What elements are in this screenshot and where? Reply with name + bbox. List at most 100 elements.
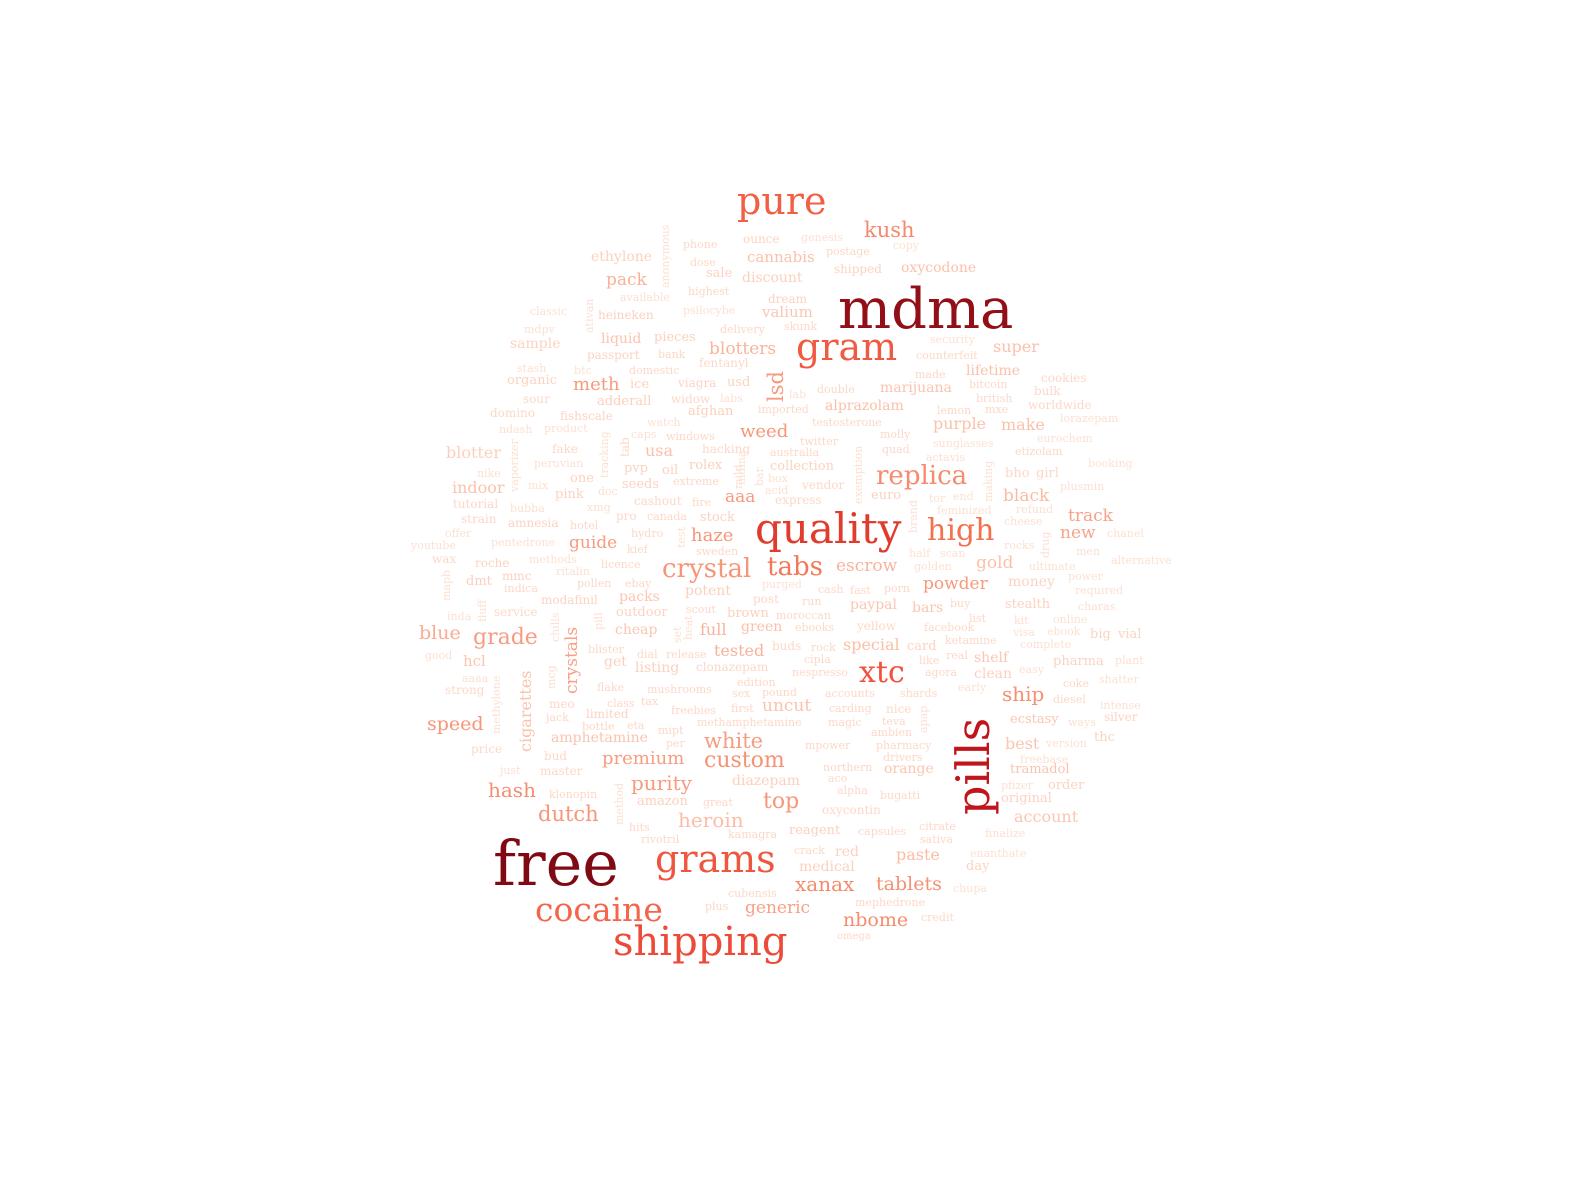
word-drug: drug <box>1039 531 1052 558</box>
word-special: special <box>843 635 900 654</box>
word-vendor: vendor <box>802 478 845 492</box>
word-testosterone: testosterone <box>812 416 882 429</box>
word-inda: inda <box>447 610 472 623</box>
word-moroccan: moroccan <box>776 609 831 622</box>
word-easy: easy <box>1019 663 1044 676</box>
word-ship: ship <box>1002 682 1045 706</box>
word-cookies: cookies <box>1041 371 1087 385</box>
word-ndash: ndash <box>499 423 533 436</box>
word-fake: fake <box>552 442 578 456</box>
word-plusmin: plusmin <box>1060 480 1105 493</box>
word-methamphetamine: methamphetamine <box>697 716 802 729</box>
word-buds: buds <box>772 639 802 653</box>
word-afghan: afghan <box>688 404 734 419</box>
word-pure: pure <box>737 179 827 223</box>
word-cipla: cipla <box>804 653 831 666</box>
word-usd: usd <box>727 375 751 390</box>
word-dmt: dmt <box>466 574 492 589</box>
word-top: top <box>763 789 800 814</box>
word-charas: charas <box>1078 600 1116 613</box>
word-early: early <box>958 681 987 694</box>
word-ambien: ambien <box>871 726 913 739</box>
word-cocaine: cocaine <box>535 890 663 929</box>
word-mpower: mpower <box>805 739 851 752</box>
word-imported: imported <box>758 403 809 416</box>
word-pills: pills <box>946 717 1000 815</box>
word-ebay: ebay <box>625 577 652 590</box>
word-blister: blister <box>588 643 624 656</box>
word-nbome: nbome <box>843 909 909 931</box>
word-price: price <box>471 742 503 756</box>
word-master: master <box>540 764 583 778</box>
word-double: double <box>817 383 855 396</box>
word-red: red <box>835 844 859 860</box>
word-bars: bars <box>912 600 944 616</box>
word-lorazepam: lorazepam <box>1060 412 1119 425</box>
word-making: making <box>982 460 995 502</box>
word-tabs: tabs <box>767 552 823 582</box>
word-mix: mix <box>528 479 549 492</box>
word-dutch: dutch <box>538 802 599 826</box>
word-order: order <box>1048 778 1085 793</box>
word-oxycodone: oxycodone <box>901 260 977 276</box>
word-flake: flake <box>597 681 625 694</box>
word-sale: sale <box>706 266 733 281</box>
word-marijuana: marijuana <box>880 380 952 396</box>
word-skunk: skunk <box>784 320 818 333</box>
word-lifetime: lifetime <box>966 363 1021 379</box>
word-mild: mild <box>732 464 745 489</box>
word-lab: lab <box>789 388 807 401</box>
word-paypal: paypal <box>850 597 898 613</box>
word-lsd: lsd <box>764 371 788 402</box>
word-bho: bho <box>1005 466 1030 481</box>
word-complete: complete <box>1020 638 1072 651</box>
word-blotters: blotters <box>709 339 777 359</box>
word-available: available <box>620 291 670 304</box>
word-licence: licence <box>601 558 641 571</box>
word-men: men <box>1076 545 1101 558</box>
word-pentedrone: pentedrone <box>491 536 556 549</box>
word-express: express <box>775 493 822 507</box>
word-carding: carding <box>829 702 872 715</box>
word-release: release <box>666 648 707 661</box>
word-ativan: ativan <box>583 298 596 333</box>
word-valium: valium <box>762 303 813 321</box>
word-citrate: citrate <box>919 820 956 833</box>
word-premium: premium <box>602 748 685 769</box>
word-xtc: xtc <box>859 655 905 690</box>
word-booking: booking <box>1088 457 1133 470</box>
word-accounts: accounts <box>825 687 875 700</box>
word-speed: speed <box>427 713 484 735</box>
word-guide: guide <box>569 533 618 553</box>
word-mushrooms: mushrooms <box>647 683 712 696</box>
word-silver: silver <box>1104 710 1138 724</box>
word-mephedrone: mephedrone <box>855 896 926 909</box>
word-meth: meth <box>573 374 620 395</box>
word-sweden: sweden <box>696 545 739 558</box>
word-domestic: domestic <box>629 364 680 377</box>
word-pvp: pvp <box>624 461 648 476</box>
word-seeds: seeds <box>622 477 660 492</box>
word-postage: postage <box>826 245 870 258</box>
word-rivotril: rivotril <box>641 833 680 846</box>
word-strong: strong <box>445 683 485 697</box>
word-mipt: mipt <box>658 724 684 737</box>
word-security: security <box>930 333 975 346</box>
word-grade: grade <box>473 625 538 650</box>
word-gold: gold <box>976 553 1014 573</box>
word-tablets: tablets <box>876 873 942 895</box>
word-crack: crack <box>794 844 825 857</box>
word-molly: molly <box>880 428 911 441</box>
word-edition: edition <box>737 676 776 689</box>
word-counterfeit: counterfeit <box>916 349 978 362</box>
word-stash: stash <box>517 362 547 375</box>
word-chills: chills <box>549 612 562 642</box>
word-heroin: heroin <box>678 808 744 832</box>
word-track: track <box>1068 506 1113 526</box>
word-fast: fast <box>850 584 871 597</box>
word-ecstasy: ecstasy <box>1010 712 1059 727</box>
word-end: end <box>953 490 974 503</box>
word-pharmacy: pharmacy <box>876 739 932 752</box>
word-porn: porn <box>884 582 911 595</box>
word-magic: magic <box>828 716 862 729</box>
